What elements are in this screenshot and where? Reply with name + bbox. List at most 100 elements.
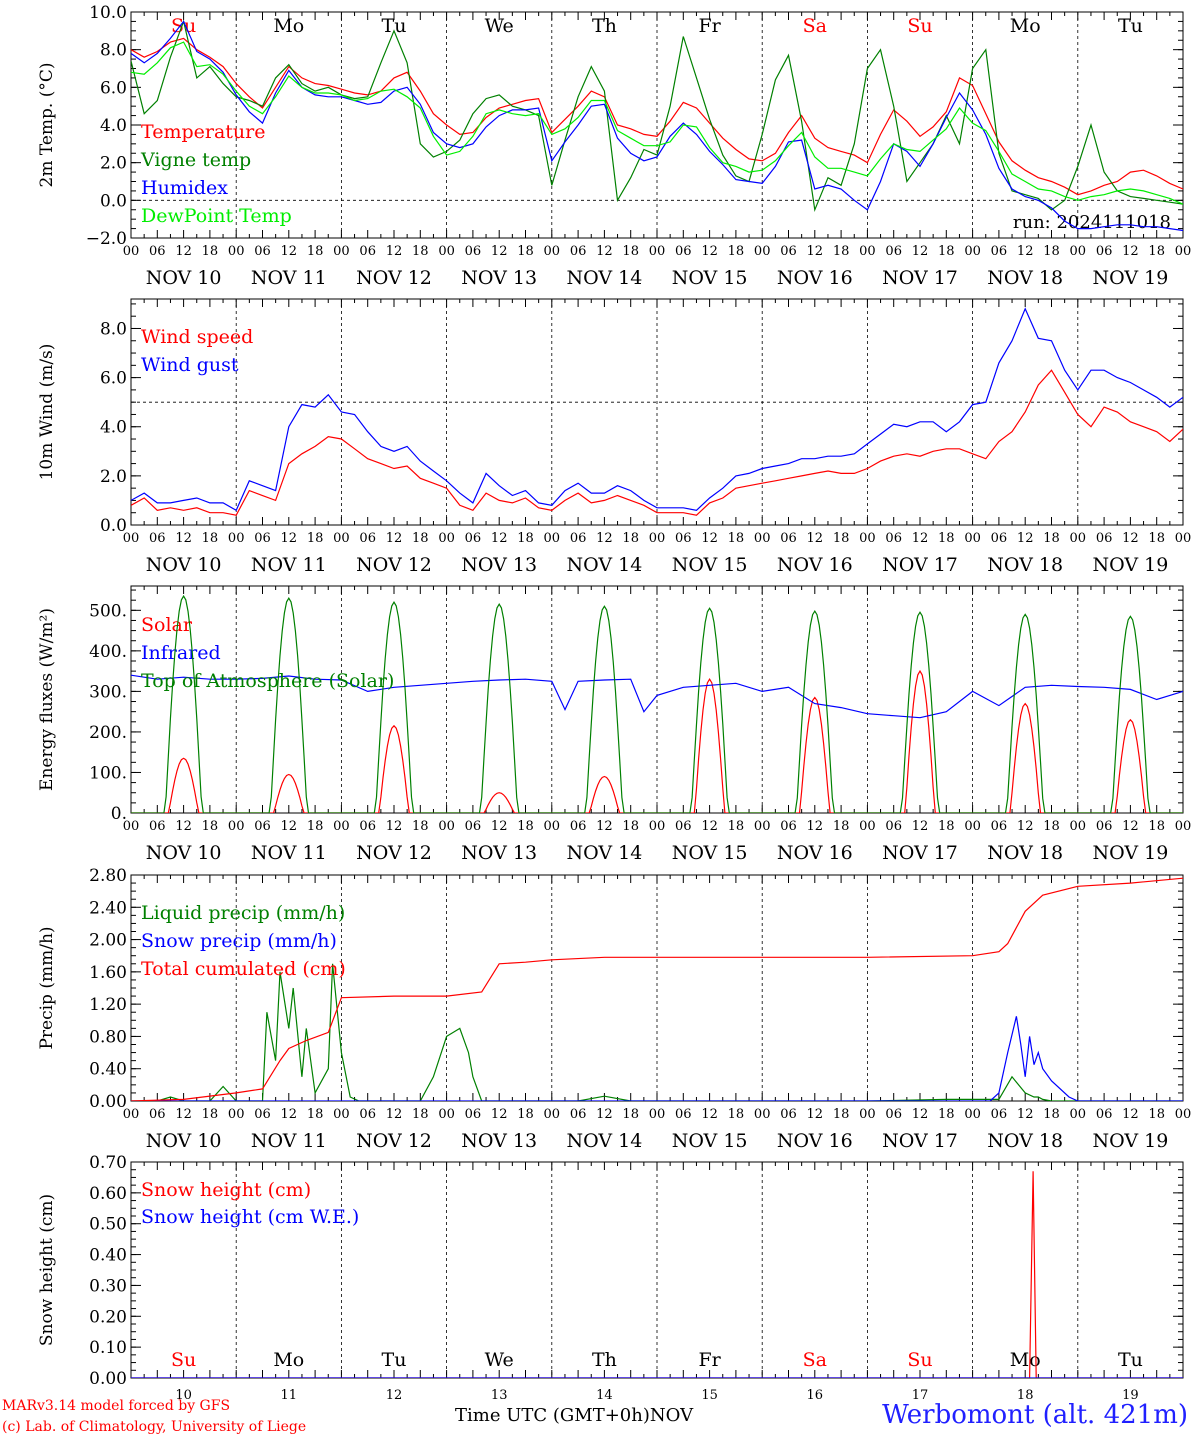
hour-tick-label: 12 bbox=[912, 1107, 929, 1122]
legend-label: Wind gust bbox=[141, 354, 239, 376]
date-label: NOV 10 bbox=[146, 554, 222, 576]
y-tick-label: 6.0 bbox=[100, 78, 127, 98]
hour-tick-label: 18 bbox=[412, 244, 429, 259]
hour-tick-label: 00 bbox=[228, 531, 245, 546]
hour-tick-label: 00 bbox=[438, 819, 455, 834]
hour-tick-label: 12 bbox=[386, 1107, 403, 1122]
hour-tick-label: 06 bbox=[885, 1107, 902, 1122]
panel-5: 0.00 0.10 0.20 0.30 0.40 0.50 0.60 0.70 Snow hei… bbox=[37, 1153, 1184, 1403]
weekday-label: Mo bbox=[273, 15, 304, 37]
date-label: NOV 16 bbox=[777, 267, 853, 289]
date-label: NOV 17 bbox=[882, 554, 958, 576]
hour-tick-label: 06 bbox=[1096, 531, 1113, 546]
hour-tick-label: 18 bbox=[622, 1107, 639, 1122]
hour-tick-label: 06 bbox=[780, 244, 797, 259]
legend-label: Temperature bbox=[141, 121, 265, 143]
weekday-label: Su bbox=[171, 15, 196, 37]
hour-tick-label: 12 bbox=[1017, 1107, 1034, 1122]
legend-label: Solar bbox=[141, 614, 193, 636]
hour-tick-label: 12 bbox=[491, 819, 508, 834]
hour-tick-label: 18 bbox=[1043, 1107, 1060, 1122]
hour-tick-label: 18 bbox=[202, 819, 219, 834]
hour-tick-label: 00 bbox=[438, 1107, 455, 1122]
hour-tick-label: 18 bbox=[1043, 819, 1060, 834]
date-label: NOV 15 bbox=[672, 1130, 748, 1152]
series-wind-gust bbox=[131, 307, 1183, 512]
legend-label: Top of Atmosphere (Solar) bbox=[141, 670, 394, 692]
hour-tick-label: 00 bbox=[544, 819, 561, 834]
hour-tick-label: 00 bbox=[754, 819, 771, 834]
y-tick-label: 0.0 bbox=[100, 516, 127, 536]
hour-tick-label: 18 bbox=[938, 819, 955, 834]
day-number-label: 13 bbox=[491, 1388, 508, 1403]
date-label: NOV 18 bbox=[987, 267, 1063, 289]
hour-tick-label: 18 bbox=[517, 819, 534, 834]
date-label: NOV 13 bbox=[461, 842, 537, 864]
y-tick-label: 100. bbox=[89, 763, 127, 783]
hour-tick-label: 06 bbox=[254, 244, 271, 259]
hour-tick-label: 00 bbox=[544, 1107, 561, 1122]
hour-tick-label: 12 bbox=[596, 244, 613, 259]
y-axis-label: 2m Temp. (°C) bbox=[37, 62, 57, 187]
panel-4: 0.00 0.40 0.80 1.20 1.60 2.00 2.40 2.80 Precip (… bbox=[37, 866, 1191, 1152]
hour-tick-label: 06 bbox=[149, 531, 166, 546]
hour-tick-label: 12 bbox=[701, 531, 718, 546]
hour-tick-label: 12 bbox=[701, 244, 718, 259]
hour-tick-label: 18 bbox=[622, 244, 639, 259]
hour-tick-label: 00 bbox=[1070, 819, 1087, 834]
date-label: NOV 14 bbox=[566, 267, 642, 289]
hour-tick-label: 12 bbox=[596, 819, 613, 834]
legend-label: Liquid precip (mm/h) bbox=[141, 902, 345, 924]
hour-tick-label: 00 bbox=[1175, 819, 1192, 834]
hour-tick-label: 00 bbox=[1070, 244, 1087, 259]
hour-tick-label: 06 bbox=[465, 819, 482, 834]
weekday-label: We bbox=[485, 1349, 514, 1371]
hour-tick-label: 06 bbox=[570, 1107, 587, 1122]
date-label: NOV 15 bbox=[672, 267, 748, 289]
hour-tick-label: 12 bbox=[175, 819, 192, 834]
date-label: NOV 14 bbox=[566, 1130, 642, 1152]
y-tick-label: 300. bbox=[89, 682, 127, 702]
hour-tick-label: 00 bbox=[649, 819, 666, 834]
y-tick-label: 2.40 bbox=[89, 898, 127, 918]
hour-tick-label: 12 bbox=[281, 819, 298, 834]
hour-tick-label: 00 bbox=[859, 1107, 876, 1122]
y-tick-label: 6.0 bbox=[100, 369, 127, 389]
hour-tick-label: 12 bbox=[281, 531, 298, 546]
hour-tick-label: 12 bbox=[701, 819, 718, 834]
y-axis-label: Precip (mm/h) bbox=[37, 926, 57, 1049]
y-tick-label: 2.00 bbox=[89, 931, 127, 951]
legend-label: Wind speed bbox=[141, 326, 253, 348]
weekday-label: Mo bbox=[273, 1349, 304, 1371]
date-label: NOV 11 bbox=[251, 1130, 327, 1152]
y-tick-label: 0.0 bbox=[100, 191, 127, 211]
hour-tick-label: 00 bbox=[333, 819, 350, 834]
hour-tick-label: 12 bbox=[807, 531, 824, 546]
hour-tick-label: 18 bbox=[1148, 1107, 1165, 1122]
hour-tick-label: 12 bbox=[386, 819, 403, 834]
hour-tick-label: 00 bbox=[228, 819, 245, 834]
month-label: NOV bbox=[649, 1405, 694, 1426]
day-number-label: 12 bbox=[386, 1388, 403, 1403]
weekday-label: We bbox=[485, 15, 514, 37]
hour-tick-label: 18 bbox=[728, 819, 745, 834]
day-number-label: 18 bbox=[1017, 1388, 1034, 1403]
weekday-label: Tu bbox=[382, 1349, 407, 1371]
hour-tick-label: 00 bbox=[1070, 531, 1087, 546]
hour-tick-label: 06 bbox=[885, 819, 902, 834]
hour-tick-label: 06 bbox=[359, 819, 376, 834]
hour-tick-label: 12 bbox=[1017, 244, 1034, 259]
hour-tick-label: 00 bbox=[649, 1107, 666, 1122]
hour-tick-label: 00 bbox=[1070, 1107, 1087, 1122]
hour-tick-label: 06 bbox=[465, 1107, 482, 1122]
hour-tick-label: 00 bbox=[544, 531, 561, 546]
hour-tick-label: 12 bbox=[807, 244, 824, 259]
date-label: NOV 17 bbox=[882, 267, 958, 289]
series-dewpoint-temp bbox=[131, 41, 1183, 205]
hour-tick-label: 18 bbox=[1148, 244, 1165, 259]
legend-label: Snow height (cm W.E.) bbox=[141, 1206, 359, 1228]
legend-label: DewPoint Temp bbox=[141, 205, 292, 227]
date-label: NOV 15 bbox=[672, 554, 748, 576]
weekday-label: Th bbox=[592, 1349, 617, 1371]
hour-tick-label: 06 bbox=[570, 244, 587, 259]
